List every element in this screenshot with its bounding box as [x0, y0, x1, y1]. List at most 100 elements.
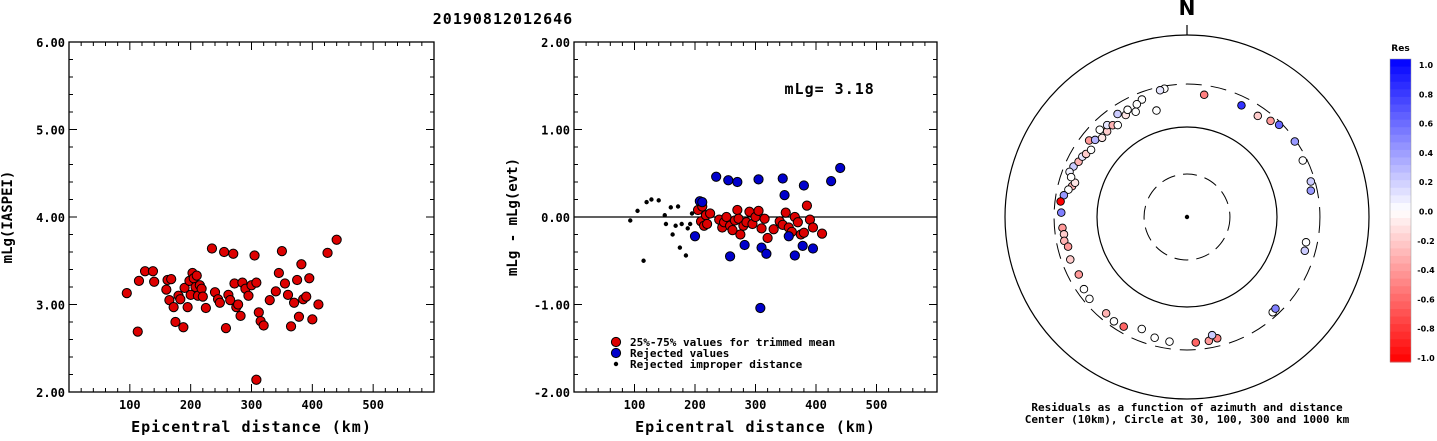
data-point: [780, 207, 791, 218]
data-point: [178, 322, 189, 333]
station-residual-point: [1113, 109, 1122, 119]
station-residual-point: [1266, 116, 1275, 126]
colorbar-swatch: [1390, 89, 1411, 98]
y-tick-label: -1.00: [534, 299, 570, 313]
data-point: [768, 224, 779, 235]
data-point: [214, 297, 225, 308]
data-point: [702, 218, 713, 230]
x-tick-label: 400: [805, 398, 827, 412]
station-residual-point: [1101, 309, 1111, 318]
rejected-distance-point: [677, 245, 683, 250]
rejected-distance-point: [679, 221, 684, 227]
y-tick-label: 0.00: [541, 211, 570, 225]
colorbar-swatch: [1390, 286, 1411, 295]
y-axis-label: mLg - mLg(evt): [505, 158, 521, 276]
ring-100km: [1096, 126, 1278, 308]
data-point: [243, 290, 254, 301]
data-point: [179, 282, 190, 293]
colorbar-swatch: [1390, 127, 1411, 136]
colorbar-swatch: [1390, 248, 1411, 257]
x-tick-label: 100: [624, 398, 646, 412]
data-point: [253, 307, 264, 318]
colorbar-swatch: [1390, 96, 1411, 105]
legend-label: Rejected values: [630, 347, 729, 360]
colorbar-swatch: [1390, 165, 1411, 174]
data-point: [258, 320, 269, 331]
rejected-distance-point: [675, 204, 681, 209]
rejected-distance-point: [685, 226, 690, 231]
magnitude-distance-plot: 100 200 300 400 500 2.00 3.00 4.00 5.00 6.00 Epice…: [0, 36, 435, 436]
colorbar-swatch: [1390, 316, 1411, 325]
data-point: [292, 274, 303, 286]
station-residual-point: [1119, 322, 1128, 331]
data-point: [288, 297, 300, 308]
residual-colorbar: Res 1.0 0.8 0.6 0.4 0.2 0.0 -0.2 -0.4 -0.6 -0.8 -1.…: [1389, 44, 1435, 363]
rejected-distance-point: [641, 258, 646, 263]
data-point: [235, 310, 246, 321]
data-point: [301, 291, 312, 302]
data-point: [727, 225, 738, 236]
data-point: [206, 243, 218, 254]
station-residual-point: [1086, 145, 1096, 155]
station-residual-point: [1064, 185, 1073, 194]
data-point: [762, 232, 773, 244]
data-point: [313, 299, 324, 310]
colorbar-swatch: [1390, 301, 1411, 310]
rejected-point: [697, 197, 708, 208]
colorbar-swatch: [1390, 278, 1411, 287]
colorbar-label: -1.0: [1417, 354, 1435, 363]
x-tick-label: 500: [362, 398, 384, 412]
data-point: [133, 275, 145, 286]
legend-marker: [613, 361, 619, 367]
rejected-distance-point: [670, 232, 675, 237]
y-tick-label: 2.00: [36, 386, 65, 400]
rejected-distance-point: [649, 197, 654, 202]
station-residual-point: [1113, 120, 1122, 130]
colorbar-label: 0.8: [1419, 90, 1434, 99]
rejected-point: [798, 180, 810, 191]
colorbar-swatch: [1390, 346, 1411, 355]
x-tick-label: 400: [301, 398, 323, 412]
data-point: [251, 374, 262, 385]
data-point: [307, 314, 318, 325]
rejected-point: [835, 162, 846, 174]
rejected-point: [761, 248, 772, 259]
station-residual-point: [1063, 242, 1073, 251]
colorbar-swatch: [1390, 74, 1411, 83]
data-point: [166, 274, 177, 285]
data-point: [228, 248, 239, 259]
rejected-point: [753, 174, 764, 185]
colorbar-swatch: [1390, 180, 1411, 189]
data-point: [753, 205, 764, 216]
station-residual-point: [1066, 255, 1075, 264]
data-point: [331, 234, 342, 245]
colorbar-swatch: [1390, 225, 1411, 234]
data-point: [801, 200, 813, 211]
colorbar-swatch: [1390, 240, 1411, 249]
colorbar-swatch: [1390, 66, 1411, 75]
colorbar-label: -0.6: [1417, 295, 1435, 304]
station-residual-point: [1123, 105, 1132, 115]
data-point: [279, 278, 291, 289]
data-point: [304, 273, 315, 284]
colorbar-label: 0.0: [1419, 208, 1434, 217]
station-residual-point: [1137, 324, 1146, 334]
x-tick-label: 100: [119, 398, 141, 412]
colorbar-swatch: [1390, 263, 1411, 272]
data-point: [270, 286, 281, 297]
data-point: [219, 246, 230, 258]
colorbar-swatch: [1390, 157, 1411, 166]
colorbar-swatch: [1390, 308, 1411, 318]
station-residual-point: [1109, 317, 1119, 326]
data-point: [816, 228, 828, 239]
station-residual-point: [1152, 106, 1161, 115]
ring-30km: [1143, 173, 1231, 261]
colorbar-swatch: [1390, 142, 1411, 151]
epicenter-marker: [1184, 214, 1190, 220]
data-point: [322, 247, 333, 258]
rejected-distance-point: [687, 221, 693, 227]
station-residual-point: [1056, 197, 1065, 206]
rejected-distance-point: [628, 218, 633, 223]
rejected-distance-point: [662, 213, 667, 218]
colorbar-swatch: [1390, 218, 1411, 227]
